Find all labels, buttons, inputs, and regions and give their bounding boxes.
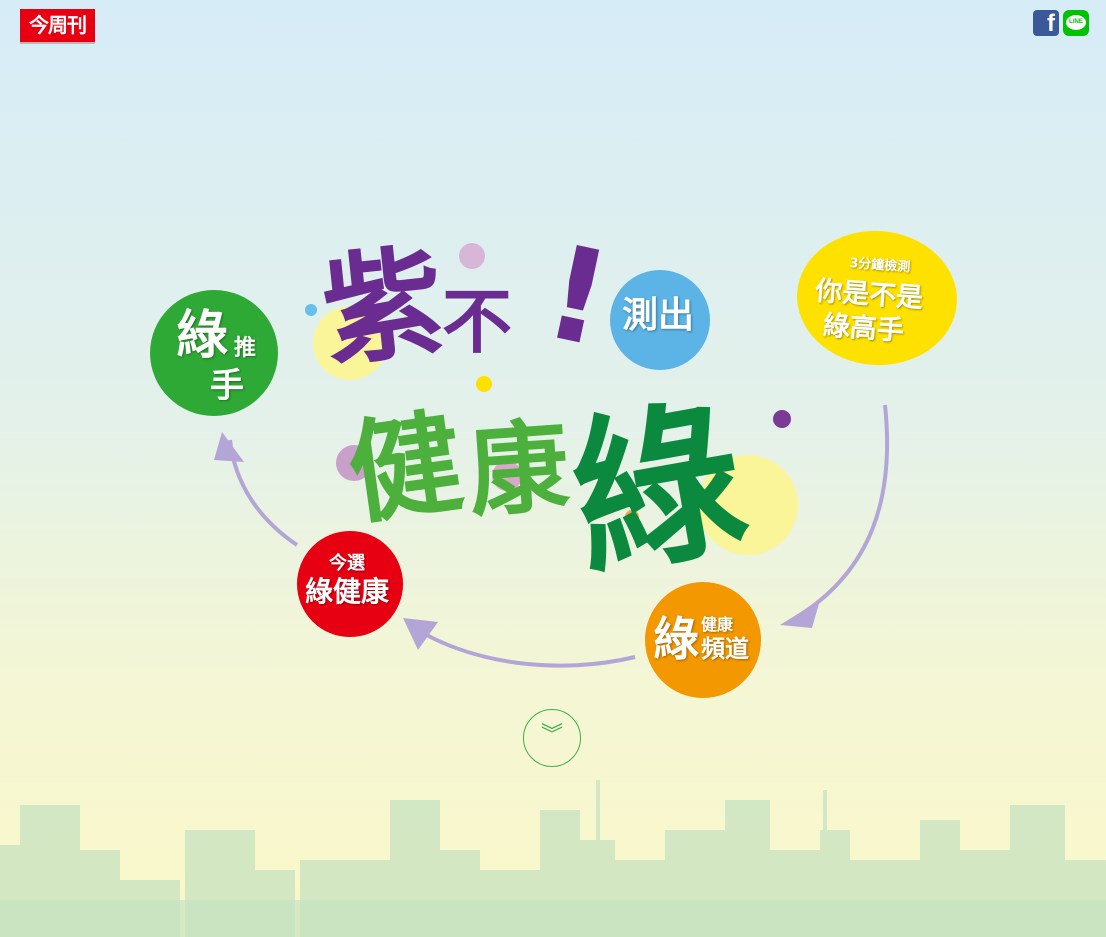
select-top-label: 今選: [329, 553, 365, 574]
helper-big-char: 綠: [176, 306, 229, 366]
channel-big-char: 綠: [653, 612, 699, 666]
quiz-top-label: 3分鐘檢測: [848, 256, 911, 276]
jin-zhou-kan-logo[interactable]: 今周刊: [20, 9, 95, 42]
line-share-button[interactable]: LINE: [1063, 10, 1089, 36]
green-helper-button[interactable]: 綠 推 手: [150, 290, 278, 416]
title-char-bu: 不: [442, 281, 512, 363]
channel-top-label: 健康: [701, 615, 734, 634]
facebook-icon: f: [1047, 10, 1055, 37]
quiz-line1: 你是不是: [814, 275, 925, 315]
helper-side-label: 推: [234, 336, 257, 361]
facebook-share-button[interactable]: f: [1033, 10, 1059, 37]
double-chevron-down-icon: ︾: [540, 723, 563, 748]
scroll-down-button[interactable]: ︾: [523, 709, 581, 767]
select-bottom-label: 綠健康: [305, 575, 390, 608]
measure-badge: 測出: [610, 270, 710, 370]
quiz-line2: 綠高手: [821, 310, 905, 347]
helper-bottom-label: 手: [210, 366, 244, 406]
title-char-zi: 紫: [316, 233, 451, 384]
select-health-button[interactable]: 今選 綠健康: [297, 531, 403, 637]
measure-label: 測出: [622, 295, 695, 336]
health-channel-button[interactable]: 綠 健康 頻道: [645, 582, 761, 698]
line-icon: LINE: [1066, 15, 1086, 30]
channel-bottom-label: 頻道: [701, 635, 749, 663]
title-char-jian: 健: [340, 396, 470, 542]
